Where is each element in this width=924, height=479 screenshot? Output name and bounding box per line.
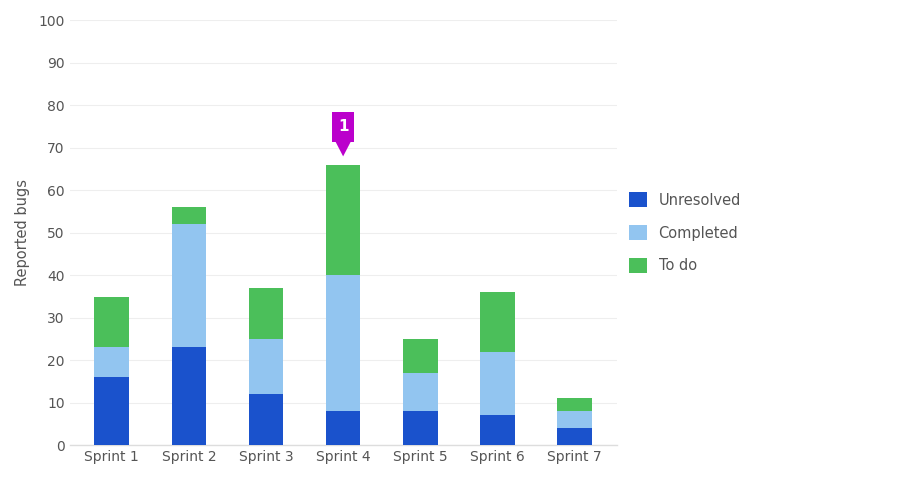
Bar	[480, 415, 515, 445]
Bar	[172, 224, 206, 347]
Bar	[249, 288, 284, 339]
Bar	[403, 373, 438, 411]
Legend: Unresolved, Completed, To do: Unresolved, Completed, To do	[629, 192, 741, 274]
Bar	[557, 411, 591, 428]
Text: 1: 1	[338, 119, 348, 134]
Bar	[94, 297, 129, 347]
Bar	[403, 339, 438, 373]
Bar	[172, 207, 206, 224]
Bar	[94, 347, 129, 377]
Bar	[326, 165, 360, 275]
Bar	[403, 411, 438, 445]
Bar	[172, 347, 206, 445]
Bar	[94, 377, 129, 445]
Bar	[480, 352, 515, 415]
Bar	[249, 339, 284, 394]
Bar	[326, 275, 360, 411]
Bar	[557, 428, 591, 445]
Polygon shape	[335, 141, 351, 156]
Bar	[326, 411, 360, 445]
Bar	[480, 292, 515, 352]
Bar	[557, 399, 591, 411]
Bar	[249, 394, 284, 445]
Y-axis label: Reported bugs: Reported bugs	[15, 179, 30, 286]
FancyBboxPatch shape	[333, 112, 354, 141]
